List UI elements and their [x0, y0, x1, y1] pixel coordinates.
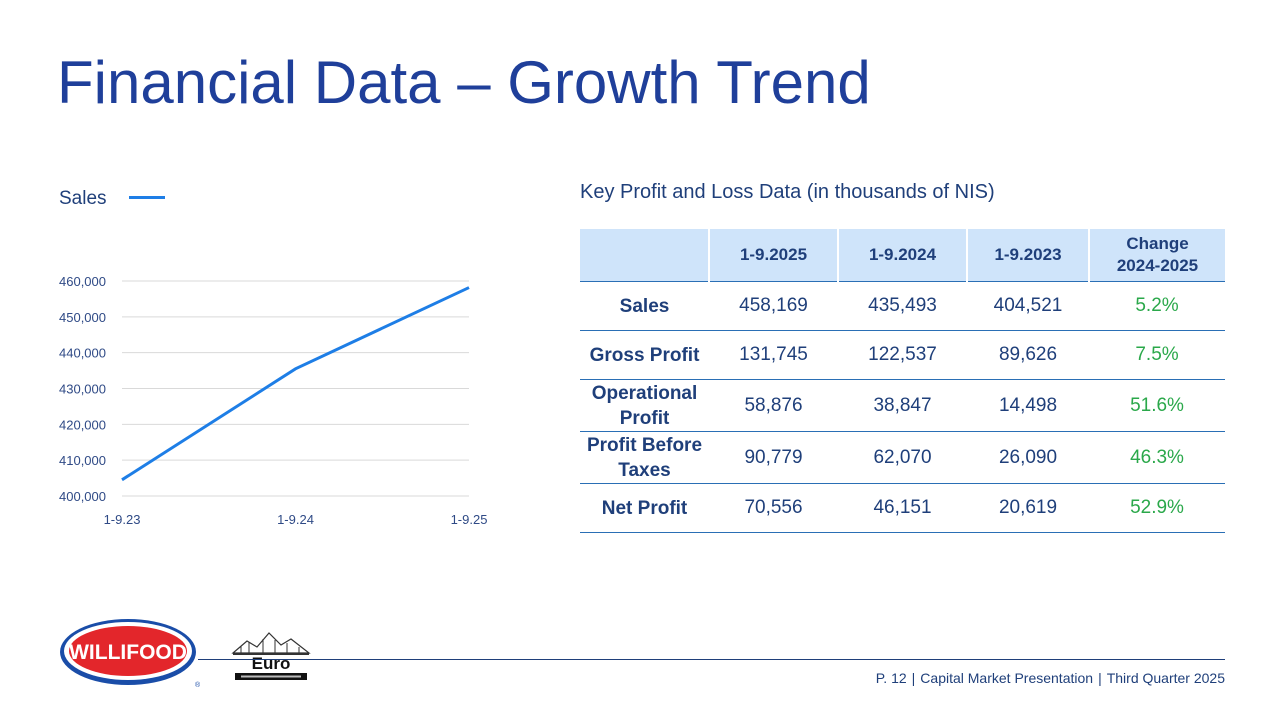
value-cell: 131,745 [709, 330, 838, 380]
value-cell: 20,619 [967, 483, 1089, 533]
value-cell: 26,090 [967, 431, 1089, 484]
change-cell: 7.5% [1089, 330, 1225, 380]
footer-divider [198, 659, 1225, 660]
page-number: P. 12 [875, 670, 907, 686]
y-tick-label: 440,000 [59, 346, 106, 361]
header-cell-2024: 1-9.2024 [837, 229, 967, 282]
euro-logo-text: Euro [252, 654, 291, 673]
table-title: Key Profit and Loss Data (in thousands o… [580, 181, 995, 203]
x-tick-label: 1-9.25 [451, 512, 488, 527]
presentation-name: Capital Market Presentation [920, 670, 1094, 686]
header-cell-2023: 1-9.2023 [966, 229, 1089, 282]
row-label: Gross Profit [580, 330, 709, 380]
value-cell: 58,876 [709, 379, 838, 432]
page-title: Financial Data – Growth Trend [57, 49, 871, 116]
change-cell: 5.2% [1089, 281, 1225, 331]
value-cell: 38,847 [838, 379, 967, 432]
row-label: Profit Before Taxes [580, 431, 709, 484]
table-row: Net Profit 70,556 46,151 20,619 52.9% [580, 483, 1225, 533]
sales-series-line [121, 286, 470, 482]
value-cell: 70,556 [709, 483, 838, 533]
row-label: Operational Profit [580, 379, 709, 432]
value-cell: 62,070 [838, 431, 967, 484]
y-tick-label: 400,000 [59, 489, 106, 504]
table-row: Gross Profit 131,745 122,537 89,626 7.5% [580, 330, 1225, 380]
row-label: Sales [580, 281, 709, 331]
change-cell: 46.3% [1089, 431, 1225, 484]
sales-line-chart: 400,000 410,000 420,000 430,000 440,000 450,0… [59, 274, 488, 527]
chart-legend-swatch [129, 196, 165, 199]
willifood-logo: WILLIFOOD ® [60, 619, 200, 688]
x-tick-label: 1-9.24 [277, 512, 314, 527]
value-cell: 122,537 [838, 330, 967, 380]
table-row: Sales 458,169 435,493 404,521 5.2% [580, 281, 1225, 331]
y-tick-label: 460,000 [59, 274, 106, 289]
willifood-logo-text: WILLIFOOD [69, 641, 187, 664]
value-cell: 435,493 [838, 281, 967, 331]
table-row: Operational Profit 58,876 38,847 14,498 51.6… [580, 379, 1225, 432]
chart-legend-label: Sales [59, 188, 107, 209]
y-tick-label: 430,000 [59, 382, 106, 397]
change-cell: 51.6% [1089, 379, 1225, 432]
y-tick-label: 410,000 [59, 453, 106, 468]
value-cell: 89,626 [967, 330, 1089, 380]
value-cell: 458,169 [709, 281, 838, 331]
y-tick-label: 420,000 [59, 417, 106, 432]
footer: P. 12 | Capital Market Presentation | Third … [875, 670, 1225, 686]
x-tick-label: 1-9.23 [104, 512, 141, 527]
svg-text:®: ® [195, 681, 200, 688]
header-cell-2025: 1-9.2025 [708, 229, 838, 282]
change-cell: 52.9% [1089, 483, 1225, 533]
value-cell: 404,521 [967, 281, 1089, 331]
value-cell: 14,498 [967, 379, 1089, 432]
table-header-row: 1-9.2025 1-9.2024 1-9.2023 Change 2024-2… [580, 229, 1225, 282]
y-tick-label: 450,000 [59, 310, 106, 325]
table-row: Profit Before Taxes 90,779 62,070 26,090 46.… [580, 431, 1225, 484]
euro-logo: Euro [231, 632, 311, 680]
value-cell: 46,151 [838, 483, 967, 533]
row-label: Net Profit [580, 483, 709, 533]
header-cell-change: Change 2024-2025 [1088, 229, 1225, 282]
quarter-label: Third Quarter 2025 [1106, 670, 1225, 686]
value-cell: 90,779 [709, 431, 838, 484]
profit-loss-table: 1-9.2025 1-9.2024 1-9.2023 Change 2024-2… [580, 229, 1225, 533]
header-cell-empty [580, 229, 709, 282]
